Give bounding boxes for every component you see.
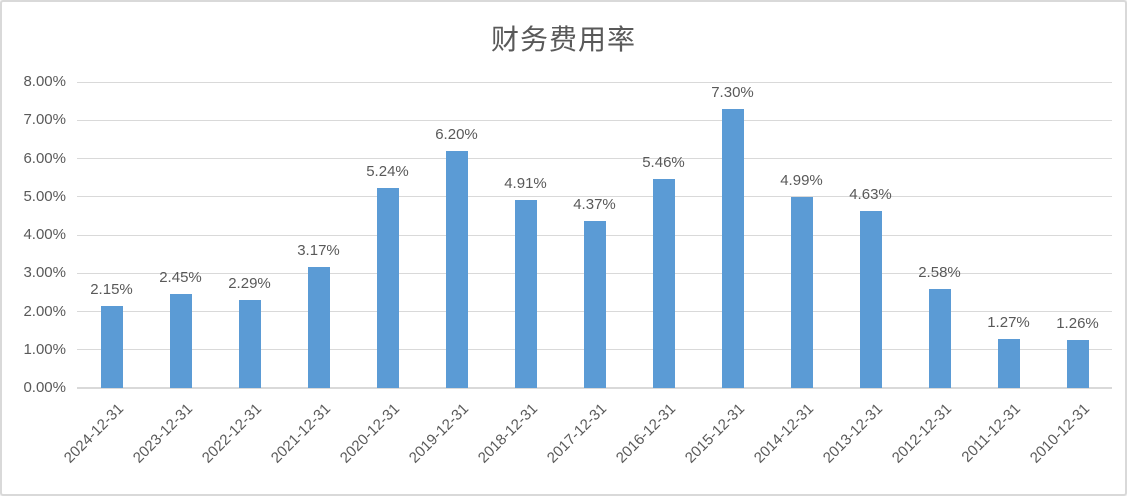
bar bbox=[652, 179, 675, 388]
bar-value-label: 4.99% bbox=[780, 172, 823, 190]
bar bbox=[169, 294, 192, 388]
x-axis-tick-label: 2013-12-31 bbox=[819, 400, 886, 467]
bar bbox=[790, 197, 813, 388]
bar-value-label: 1.26% bbox=[1056, 314, 1099, 332]
bar-value-label: 5.24% bbox=[366, 162, 409, 180]
x-axis-tick-label: 2019-12-31 bbox=[405, 400, 472, 467]
x-axis-tick-label: 2024-12-31 bbox=[60, 400, 127, 467]
y-axis-tick-label: 6.00% bbox=[23, 149, 66, 167]
bar-value-label: 7.30% bbox=[711, 83, 754, 101]
bar-value-label: 6.20% bbox=[435, 125, 478, 143]
x-axis-line bbox=[77, 387, 1112, 389]
bar-value-label: 2.15% bbox=[90, 280, 133, 298]
bar bbox=[376, 187, 399, 388]
y-axis-tick-label: 8.00% bbox=[23, 73, 66, 90]
gridline bbox=[77, 81, 1112, 83]
bar-value-label: 1.27% bbox=[987, 314, 1030, 332]
y-axis-tick-label: 3.00% bbox=[23, 264, 66, 282]
x-axis-tick-label: 2014-12-31 bbox=[750, 400, 817, 467]
bar-value-label: 4.37% bbox=[573, 195, 616, 213]
bar bbox=[928, 289, 951, 388]
bar-value-label: 2.29% bbox=[228, 275, 271, 293]
x-axis-tick-label: 2012-12-31 bbox=[888, 400, 955, 467]
y-axis-tick-label: 1.00% bbox=[23, 340, 66, 358]
x-axis-tick-label: 2016-12-31 bbox=[612, 400, 679, 467]
y-axis-tick-label: 2.00% bbox=[23, 302, 66, 320]
bar bbox=[583, 220, 606, 388]
bar bbox=[307, 266, 330, 388]
bar bbox=[859, 210, 882, 388]
chart-title: 财务费用率 bbox=[490, 24, 636, 55]
bar-value-label: 2.45% bbox=[159, 269, 202, 287]
y-axis-tick-label: 5.00% bbox=[23, 187, 66, 205]
bar-value-label: 5.46% bbox=[642, 154, 685, 172]
y-axis-tick-label: 7.00% bbox=[23, 111, 66, 129]
x-axis-tick-label: 2021-12-31 bbox=[267, 400, 334, 467]
bar bbox=[100, 305, 123, 388]
bar bbox=[238, 300, 261, 388]
y-axis-tick-label: 4.00% bbox=[23, 226, 66, 243]
x-axis-tick-label: 2020-12-31 bbox=[336, 400, 403, 467]
bar bbox=[721, 108, 744, 388]
gridline bbox=[77, 158, 1112, 159]
bar-value-label: 4.63% bbox=[849, 185, 892, 203]
x-axis-tick-label: 2017-12-31 bbox=[543, 400, 610, 467]
gridline bbox=[77, 196, 1112, 198]
gridline bbox=[77, 119, 1112, 121]
bar bbox=[514, 200, 537, 388]
x-axis-tick-label: 2022-12-31 bbox=[198, 400, 265, 467]
y-axis-tick-label: 0.00% bbox=[23, 379, 66, 396]
bar bbox=[1066, 339, 1089, 388]
bar-value-label: 2.58% bbox=[918, 264, 961, 282]
x-axis-tick-label: 2015-12-31 bbox=[681, 400, 748, 467]
bar-value-label: 3.17% bbox=[297, 241, 340, 259]
x-axis-tick-label: 2018-12-31 bbox=[474, 400, 541, 467]
bar bbox=[445, 150, 468, 388]
x-axis-tick-label: 2010-12-31 bbox=[1026, 400, 1093, 467]
x-axis-tick-label: 2023-12-31 bbox=[129, 400, 196, 467]
x-axis-tick-label: 2011-12-31 bbox=[958, 400, 1024, 466]
bar bbox=[997, 339, 1020, 388]
bar-value-label: 4.91% bbox=[504, 175, 547, 193]
